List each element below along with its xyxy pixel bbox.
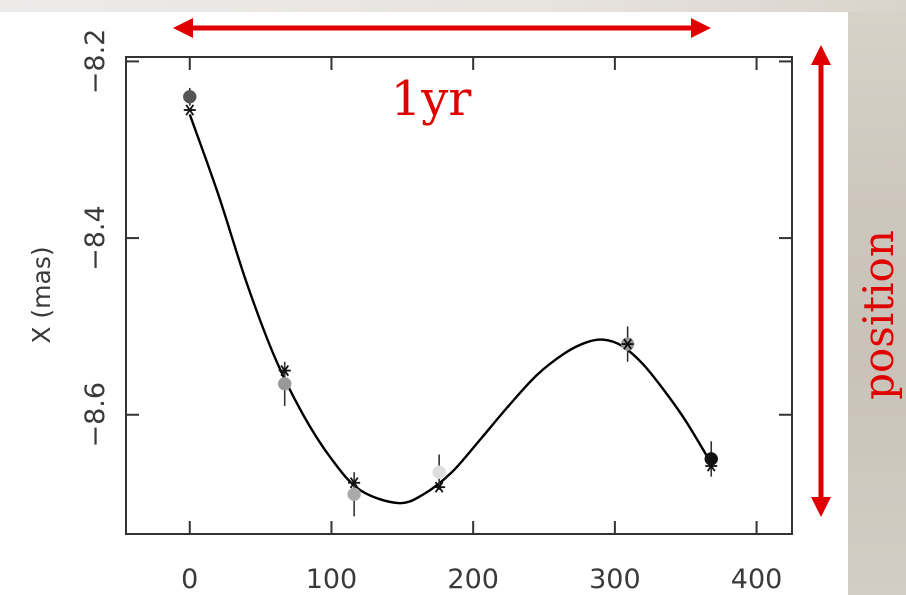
axis-ticks [126,57,792,534]
observed-point [432,465,446,479]
background-top-strip [0,0,906,12]
model-points [183,104,718,493]
background-photo-strip [848,0,906,595]
model-point-stroke [349,477,359,489]
model-point-stroke [280,364,290,377]
error-bars [188,87,713,517]
y-tick-label: −8.2 [80,29,111,95]
model-point [278,364,291,377]
observed-point [277,377,292,391]
model-point [705,460,718,472]
model-point-stroke [623,338,632,350]
y-tick-label: −8.6 [80,382,111,448]
model-point-stroke [706,460,716,472]
y-axis-title: X (mas) [27,246,56,343]
x-tick-label: 100 [306,564,358,595]
plot-frame [125,56,793,535]
model-point-stroke [434,481,444,493]
observed-point [183,90,197,104]
period-label: 1yr [391,71,472,127]
observed-point [704,452,718,466]
x-tick-label: 0 [181,564,198,595]
position-label: position [854,230,903,400]
x-tick-label: 200 [447,564,499,595]
observed-point [347,487,361,501]
model-point [621,338,634,350]
observed-points [183,90,718,501]
x-tick-label: 300 [589,564,641,595]
model-point [183,104,196,116]
x-tick-label: 400 [731,564,783,595]
fit-curve [188,114,713,505]
model-point [348,477,361,489]
tick-labels: 0 100 200 300 400 −8.2 −8.4 −8.6 [80,29,782,595]
model-point-stroke [185,104,195,116]
model-point [433,481,446,493]
y-tick-label: −8.4 [80,205,111,271]
